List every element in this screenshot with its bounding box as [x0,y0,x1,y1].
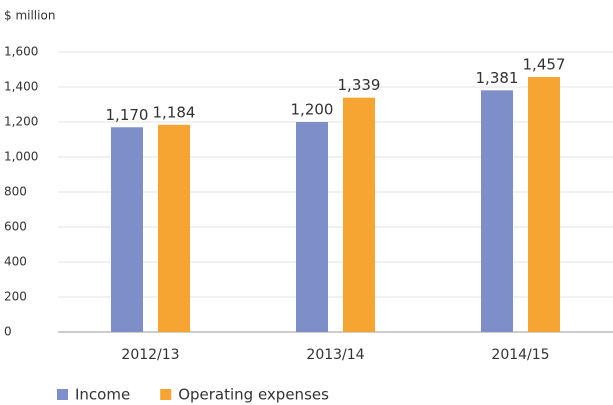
legend-label: Operating expenses [178,386,329,404]
bar [343,97,375,332]
y-tick-label: 200 [4,290,27,304]
value-label: 1,339 [338,76,381,94]
bar [111,127,143,332]
value-label: 1,381 [476,69,519,87]
y-tick-label: 800 [4,185,27,199]
y-tick-label: 1,200 [4,115,38,129]
y-tick-label: 1,600 [4,45,38,59]
bar [296,122,328,332]
legend-label: Income [75,386,130,404]
value-label: 1,170 [106,106,149,124]
x-tick-label: 2012/13 [121,347,179,363]
bar [481,90,513,332]
y-tick-label: 0 [4,325,12,339]
y-axis-label: $ million [4,9,55,23]
x-tick-label: 2014/15 [491,347,549,363]
y-tick-label: 1,000 [4,150,38,164]
y-tick-label: 1,400 [4,80,38,94]
legend-swatch [57,389,68,400]
y-tick-label: 600 [4,220,27,234]
value-label: 1,457 [523,56,566,74]
x-tick-label: 2013/14 [306,347,364,363]
y-tick-label: 400 [4,255,27,269]
legend-swatch [160,389,172,400]
value-label: 1,200 [291,101,334,119]
bar [528,77,560,333]
value-label: 1,184 [153,103,196,121]
bar [158,124,190,332]
